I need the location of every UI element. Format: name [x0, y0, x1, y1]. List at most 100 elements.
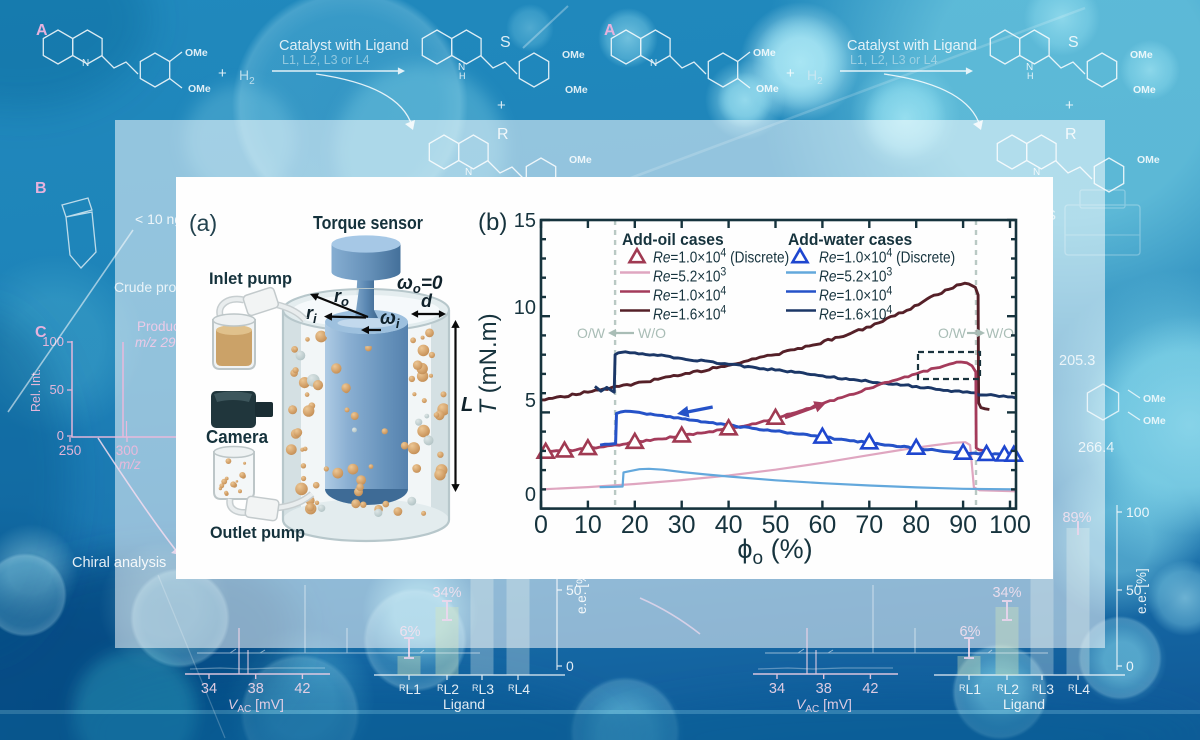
svg-text:100: 100 — [989, 511, 1031, 539]
svg-text:89%: 89% — [1062, 510, 1091, 526]
svg-text:RL1: RL1 — [399, 681, 421, 697]
svg-text:S: S — [1068, 34, 1079, 51]
svg-text:100: 100 — [1126, 504, 1150, 520]
svg-text:+: + — [786, 65, 795, 82]
svg-text:L1, L2, L3 or L4: L1, L2, L3 or L4 — [850, 53, 938, 67]
svg-text:30: 30 — [668, 511, 696, 539]
svg-text:O/W: O/W — [938, 325, 967, 341]
svg-text:Product: Product — [137, 319, 184, 334]
svg-text:N: N — [82, 58, 89, 69]
svg-text:Torque sensor: Torque sensor — [313, 213, 423, 233]
svg-text:15: 15 — [514, 210, 536, 232]
svg-text:N: N — [458, 62, 465, 73]
svg-text:A: A — [604, 22, 616, 39]
svg-text:R: R — [497, 126, 509, 143]
svg-text:e.e. [%]: e.e. [%] — [574, 568, 589, 614]
svg-text:A: A — [36, 22, 48, 39]
svg-text:Re=1.0×104: Re=1.0×104 — [819, 285, 892, 305]
svg-text:+: + — [1065, 97, 1074, 114]
svg-text:34%: 34% — [432, 585, 461, 601]
svg-text:OMe: OMe — [756, 83, 779, 95]
svg-text:90: 90 — [949, 511, 977, 539]
svg-text:6%: 6% — [400, 624, 421, 640]
svg-text:300: 300 — [116, 443, 139, 458]
svg-text:6%: 6% — [960, 624, 981, 640]
svg-text:Inlet pump: Inlet pump — [209, 269, 292, 288]
svg-text:20: 20 — [621, 511, 649, 539]
svg-text:250: 250 — [59, 443, 82, 458]
svg-text:O/W: O/W — [577, 325, 606, 341]
svg-text:Re=1.6×104: Re=1.6×104 — [819, 304, 892, 324]
svg-text:38: 38 — [248, 681, 264, 697]
svg-text:B: B — [35, 180, 47, 197]
svg-text:OMe: OMe — [1133, 84, 1156, 96]
svg-text:L1, L2, L3 or L4: L1, L2, L3 or L4 — [282, 53, 370, 67]
svg-text:R: R — [1065, 126, 1077, 143]
svg-text:d: d — [421, 291, 433, 311]
svg-text:Catalyst with Ligand: Catalyst with Ligand — [279, 38, 409, 54]
svg-text:0: 0 — [534, 511, 548, 539]
svg-text:RL1: RL1 — [959, 681, 981, 697]
svg-text:OMe: OMe — [1143, 415, 1166, 427]
svg-text:Re=1.0×104: Re=1.0×104 — [653, 285, 726, 305]
svg-text:Ligand: Ligand — [443, 696, 485, 712]
svg-text:OMe: OMe — [1130, 49, 1153, 61]
svg-text:OMe: OMe — [1137, 154, 1160, 166]
svg-text:OMe: OMe — [562, 49, 585, 61]
svg-text:N: N — [650, 58, 657, 69]
svg-text:266.4: 266.4 — [1078, 440, 1114, 456]
svg-text:RL4: RL4 — [1068, 681, 1090, 697]
svg-text:ωi: ωi — [380, 308, 400, 331]
svg-text:RL4: RL4 — [508, 681, 530, 697]
svg-text:OMe: OMe — [753, 47, 776, 59]
svg-text:34: 34 — [769, 681, 785, 697]
svg-text:0: 0 — [525, 484, 536, 506]
svg-text:Re=1.6×104: Re=1.6×104 — [653, 304, 726, 324]
svg-text:40: 40 — [715, 511, 743, 539]
svg-text:80: 80 — [902, 511, 930, 539]
svg-text:(b): (b) — [478, 209, 507, 236]
svg-text:N: N — [1026, 62, 1033, 73]
svg-text:Ligand: Ligand — [1003, 696, 1045, 712]
svg-text:0: 0 — [1126, 658, 1134, 674]
svg-text:(a): (a) — [189, 210, 217, 236]
svg-text:VAC [mV]: VAC [mV] — [228, 696, 284, 715]
svg-text:+: + — [497, 97, 506, 114]
svg-text:34: 34 — [201, 681, 217, 697]
svg-text:Add-water cases: Add-water cases — [788, 230, 912, 249]
svg-text:Chiral analysis: Chiral analysis — [72, 555, 166, 571]
svg-text:ri: ri — [306, 303, 317, 326]
svg-text:m/z 296: m/z 296 — [135, 335, 184, 350]
svg-text:OMe: OMe — [1143, 393, 1166, 405]
svg-text:N: N — [465, 167, 472, 178]
svg-text:34%: 34% — [992, 585, 1021, 601]
svg-text:OMe: OMe — [569, 154, 592, 166]
svg-text:VAC [mV]: VAC [mV] — [796, 696, 852, 715]
svg-text:Re=1.0×104 (Discrete): Re=1.0×104 (Discrete) — [653, 247, 789, 267]
svg-text:50: 50 — [566, 582, 582, 598]
svg-text:Camera: Camera — [206, 427, 269, 447]
svg-text:0: 0 — [566, 658, 574, 674]
svg-text:50: 50 — [1126, 582, 1142, 598]
svg-text:N: N — [1033, 167, 1040, 178]
svg-text:m/z: m/z — [119, 457, 141, 472]
svg-text:42: 42 — [294, 681, 310, 697]
svg-text:Catalyst with Ligand: Catalyst with Ligand — [847, 38, 977, 54]
svg-text:0: 0 — [57, 428, 64, 443]
svg-text:10: 10 — [514, 297, 536, 319]
svg-text:Outlet pump: Outlet pump — [210, 523, 305, 542]
svg-text:W/O: W/O — [638, 325, 666, 341]
svg-text:60: 60 — [808, 511, 836, 539]
svg-text:50: 50 — [50, 382, 64, 397]
svg-text:Rel. Int.: Rel. Int. — [29, 369, 43, 412]
svg-text:38: 38 — [816, 681, 832, 697]
svg-text:RL3: RL3 — [1032, 681, 1054, 697]
svg-text:< 10 ng: < 10 ng — [135, 211, 182, 227]
svg-text:Re=1.0×104 (Discrete): Re=1.0×104 (Discrete) — [819, 247, 955, 267]
svg-text:W/O: W/O — [986, 325, 1014, 341]
svg-text:OMe: OMe — [188, 83, 211, 95]
svg-text:205.3: 205.3 — [1059, 353, 1095, 369]
svg-text:H: H — [459, 71, 466, 81]
svg-text:ϕo (%): ϕo (%) — [737, 534, 812, 569]
svg-text:L: L — [461, 394, 473, 416]
